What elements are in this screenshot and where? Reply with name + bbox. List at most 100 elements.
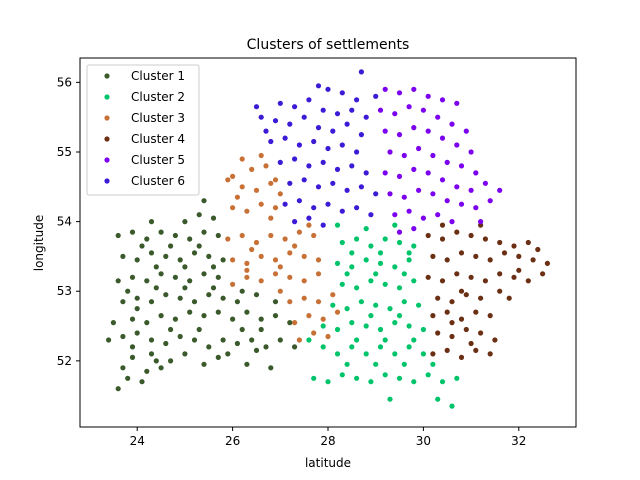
data-point	[268, 180, 274, 186]
data-point	[482, 278, 488, 284]
data-point	[382, 236, 388, 242]
x-tick-label: 28	[320, 434, 335, 448]
x-tick-label: 26	[225, 434, 240, 448]
data-point	[172, 274, 178, 280]
data-point	[387, 191, 393, 197]
data-point	[125, 375, 131, 381]
data-point	[344, 187, 350, 193]
legend-marker	[104, 136, 110, 142]
data-point	[110, 320, 116, 326]
data-point	[134, 330, 140, 336]
data-point	[272, 205, 279, 211]
data-point	[411, 243, 417, 249]
data-point	[349, 250, 355, 256]
data-point	[473, 205, 479, 211]
data-point	[144, 320, 150, 326]
data-point	[396, 132, 403, 138]
data-point	[458, 288, 465, 294]
data-point	[306, 97, 312, 103]
data-point	[458, 201, 465, 207]
data-point	[525, 239, 531, 246]
data-point	[244, 267, 250, 273]
data-point	[311, 138, 317, 145]
data-point	[215, 309, 221, 315]
data-point	[315, 125, 322, 131]
data-point	[182, 351, 188, 357]
data-point	[282, 236, 288, 242]
data-point	[306, 337, 312, 343]
x-axis: 24 26 28 30 32	[130, 427, 526, 448]
data-point	[263, 163, 269, 169]
data-point	[339, 281, 345, 287]
data-point	[287, 320, 293, 326]
data-point	[339, 90, 345, 96]
data-point	[392, 351, 398, 357]
data-point	[396, 90, 403, 96]
data-point	[411, 278, 417, 284]
data-point	[244, 361, 250, 367]
y-tick-label: 55	[57, 145, 72, 159]
data-point	[363, 351, 369, 357]
data-point	[120, 333, 126, 340]
data-point	[177, 295, 183, 301]
y-tick-label: 54	[57, 215, 72, 229]
data-point	[263, 344, 269, 350]
data-point	[497, 187, 503, 193]
data-point	[182, 219, 188, 225]
data-point	[277, 337, 283, 343]
data-point	[168, 358, 174, 364]
data-point	[349, 344, 355, 350]
data-point	[182, 264, 188, 270]
data-point	[263, 128, 269, 134]
data-point	[449, 299, 455, 305]
data-point	[330, 180, 336, 186]
data-point	[244, 208, 250, 214]
data-point	[253, 187, 260, 193]
data-point	[406, 250, 412, 256]
data-point	[401, 271, 407, 277]
data-point	[401, 194, 407, 200]
data-point	[220, 337, 226, 343]
data-point	[296, 142, 302, 148]
data-point	[430, 191, 436, 197]
data-point	[377, 250, 384, 256]
data-point	[158, 313, 164, 319]
data-point	[401, 361, 407, 367]
data-point	[358, 69, 364, 75]
legend-marker	[104, 115, 110, 121]
x-axis-label: latitude	[305, 456, 351, 470]
data-point	[334, 111, 341, 117]
data-point	[230, 173, 236, 179]
data-point	[187, 278, 193, 284]
data-point	[177, 257, 183, 263]
data-point	[210, 264, 217, 270]
data-point	[458, 354, 465, 360]
data-point	[201, 229, 207, 235]
y-tick-label: 52	[57, 354, 72, 368]
data-point	[210, 285, 217, 291]
data-point	[168, 243, 174, 249]
data-point	[487, 351, 493, 357]
data-point	[134, 295, 140, 301]
data-point	[373, 191, 379, 197]
data-point	[344, 121, 350, 127]
data-point	[292, 156, 298, 162]
data-point	[473, 170, 479, 176]
data-point	[482, 236, 488, 242]
data-point	[339, 372, 345, 378]
data-point	[148, 219, 155, 225]
data-point	[272, 177, 279, 183]
data-point	[387, 149, 393, 155]
data-point	[153, 285, 159, 291]
data-point	[516, 253, 522, 259]
data-point	[253, 347, 260, 353]
data-point	[215, 232, 221, 239]
data-point	[454, 271, 460, 277]
data-point	[392, 264, 398, 270]
data-point	[368, 313, 374, 319]
data-point	[239, 184, 245, 190]
data-point	[301, 177, 307, 183]
y-axis-label: longitude	[32, 215, 46, 272]
data-point	[201, 313, 207, 319]
data-point	[354, 285, 360, 291]
